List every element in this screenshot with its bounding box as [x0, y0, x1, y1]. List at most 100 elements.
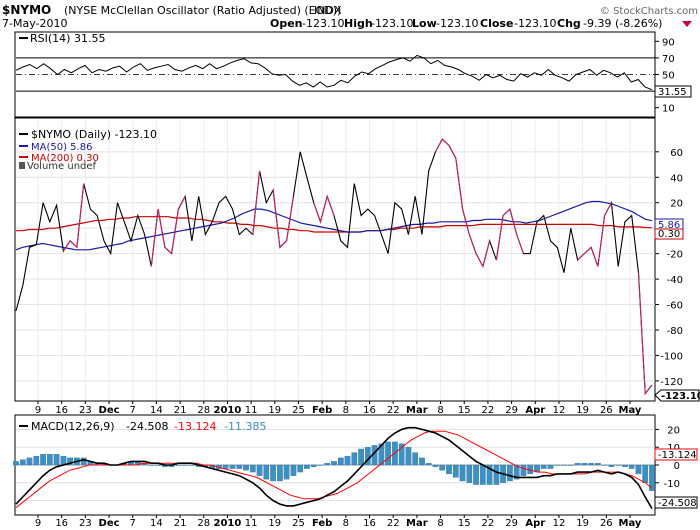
macd-histogram-bar — [581, 463, 588, 466]
price-x-tick-label: Apr — [525, 405, 545, 416]
price-y-tick-label: -100 — [660, 351, 683, 362]
chg-label: Chg — [557, 17, 581, 30]
nymo-down-segment — [62, 183, 85, 252]
price-y-tick-label: -40 — [667, 275, 683, 286]
rsi-value-label: 31.55 — [658, 87, 687, 98]
macd-histogram-bar — [148, 464, 155, 466]
macd-histogram-bar — [466, 464, 473, 483]
price-x-tick-label: 19 — [576, 405, 589, 416]
price-x-tick-label: 26 — [600, 405, 613, 416]
price-x-tick-label: 28 — [197, 405, 210, 416]
price-x-tick-label: 23 — [79, 405, 92, 416]
macd-histogram-bar — [337, 457, 344, 466]
price-panel — [14, 117, 656, 402]
rsi-y-axis: 1030507090 — [655, 37, 675, 115]
macd-value-label: -24.508 — [658, 498, 697, 509]
macd-y-tick-label: -10 — [664, 479, 680, 490]
price-y-tick-label: -20 — [667, 250, 683, 261]
macd-x-tick-label: 21 — [174, 518, 187, 529]
ma50-line — [15, 200, 653, 251]
price-x-tick-label: 22 — [387, 405, 400, 416]
price-x-tick-label: 11 — [245, 405, 258, 416]
macd-histogram-bar — [290, 464, 297, 476]
macd-histogram-bar — [473, 464, 479, 485]
macd-histogram-bar — [277, 464, 283, 482]
price-y-tick-label: -80 — [667, 326, 683, 337]
macd-signal-tag — [654, 448, 698, 461]
macd-histogram-bar — [446, 464, 452, 475]
macd-x-tick-label: 19 — [268, 518, 281, 529]
macd-histogram-bar — [378, 443, 385, 466]
macd-histogram-bar — [628, 464, 635, 469]
macd-x-tick-label: 16 — [363, 518, 376, 529]
macd-y-tick-label: 0 — [674, 461, 680, 472]
chart-description: (NYSE McClellan Oscillator (Ratio Adjust… — [64, 4, 341, 17]
macd-histogram-bar — [574, 463, 581, 466]
price-x-tick-label: 12 — [553, 405, 566, 416]
high-label: High — [344, 17, 373, 30]
nymo-down-segment — [435, 138, 491, 268]
price-x-tick-label: Dec — [99, 405, 120, 416]
macd-signal-label: -13.124 — [658, 450, 697, 461]
price-x-tick-label: 22 — [482, 405, 495, 416]
macd-histogram-bar — [19, 459, 26, 466]
chart-exchange: INDX — [314, 4, 342, 17]
macd-histogram-bar — [249, 464, 256, 473]
macd-legend-macd: -24.508 — [126, 420, 168, 433]
macd-histogram-bar — [398, 443, 405, 466]
macd-histogram-bar — [344, 455, 351, 466]
rsi-grid — [16, 57, 655, 92]
price-x-tick-label: Mar — [406, 405, 428, 416]
macd-histogram-bar — [635, 464, 642, 475]
ma200-legend-label: MA(200) 0.30 — [31, 153, 99, 164]
macd-histogram-bar — [229, 464, 236, 469]
price-x-tick-label: 16 — [55, 405, 68, 416]
price-x-tick-label: 25 — [292, 405, 305, 416]
macd-histogram-bar — [222, 464, 229, 469]
macd-value-tag — [654, 496, 698, 509]
macd-histogram-bar — [189, 464, 195, 466]
price-x-tick-label: 21 — [174, 405, 187, 416]
macd-x-tick-label: 25 — [292, 518, 305, 529]
price-series — [15, 138, 653, 396]
macd-histogram-bar — [236, 464, 243, 469]
open-label: Open — [270, 17, 303, 30]
macd-x-tick-label: 8 — [343, 518, 349, 529]
macd-histogram-bar — [40, 454, 46, 466]
price-x-tick-label: 14 — [150, 405, 163, 416]
macd-x-tick-label: Feb — [312, 518, 332, 529]
macd-histogram-bar — [33, 455, 40, 466]
macd-legend-signal: -13.124 — [174, 420, 216, 433]
ma50-legend-label: MA(50) 5.86 — [31, 142, 92, 153]
ma200-value-tag — [654, 228, 684, 240]
price-x-tick-label: 8 — [343, 405, 349, 416]
macd-histogram-bar — [297, 464, 304, 473]
macd-histogram-bar — [432, 464, 439, 467]
macd-legend: MACD(12,26,9) -24.508 -13.124 -11.385 — [19, 420, 266, 433]
macd-histogram-bar — [304, 464, 310, 469]
volume-legend-label: Volume undef — [27, 161, 97, 172]
macd-histogram-bar — [155, 464, 161, 466]
macd-histogram-bar — [561, 464, 567, 466]
macd-histogram-bar — [479, 464, 486, 485]
macd-histogram-bar — [513, 464, 520, 480]
macd-x-tick-label: 9 — [35, 518, 41, 529]
macd-x-tick-label: Apr — [525, 518, 545, 529]
macd-histogram-bar — [283, 464, 290, 480]
price-x-tick-label: 2010 — [214, 405, 242, 416]
macd-histogram-bar — [554, 464, 561, 466]
price-legend: $NYMO (Daily) -123.10 MA(50) 5.86 MA(200… — [19, 128, 157, 172]
last-price-label: -123.10 — [661, 391, 700, 402]
macd-histogram-bar — [601, 464, 608, 466]
macd-x-tick-label: 12 — [553, 518, 566, 529]
price-x-tick-label: 7 — [130, 405, 136, 416]
price-grid — [16, 119, 655, 400]
macd-histogram-bar — [175, 464, 182, 466]
nymo-down-segment — [150, 196, 186, 267]
macd-x-tick-label: 28 — [197, 518, 210, 529]
macd-histogram-bar — [53, 454, 60, 466]
price-x-tick-label: 29 — [505, 405, 518, 416]
macd-lines — [15, 426, 653, 510]
macd-histogram-bar — [486, 464, 493, 485]
volume-legend-swatch — [19, 162, 25, 169]
